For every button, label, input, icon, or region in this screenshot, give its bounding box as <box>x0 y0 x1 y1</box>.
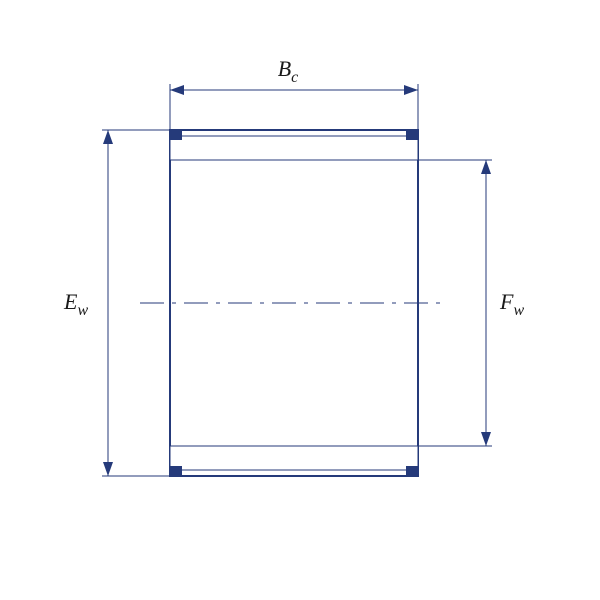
corner-bl <box>170 466 182 476</box>
top-roller <box>170 136 418 160</box>
label-fw: Fw <box>499 289 524 319</box>
label-bc: Bc <box>278 56 299 86</box>
bottom-roller <box>170 446 418 470</box>
label-ew: Ew <box>63 289 88 319</box>
corner-tr <box>406 130 418 140</box>
bearing-diagram: Bc Ew Fw <box>0 0 600 600</box>
corner-tl <box>170 130 182 140</box>
corner-br <box>406 466 418 476</box>
